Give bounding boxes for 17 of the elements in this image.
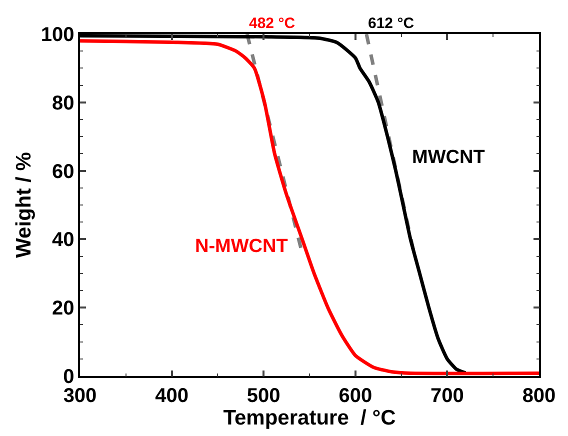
y-tick-label: 100 bbox=[40, 24, 74, 46]
x-tick-label: 400 bbox=[155, 384, 188, 407]
y-tick-label: 40 bbox=[52, 229, 74, 252]
y-tick-label: 60 bbox=[52, 160, 74, 183]
y-axis-title: Weight / % bbox=[12, 152, 36, 258]
annotation: 612 °C bbox=[368, 15, 414, 32]
x-tick-label: 500 bbox=[246, 384, 280, 407]
series-label: N-MWCNT bbox=[195, 236, 288, 257]
line-series bbox=[80, 39, 539, 376]
y-tick-label: 20 bbox=[52, 298, 74, 320]
annotation: 482 °C bbox=[249, 15, 296, 32]
x-tick-label: 600 bbox=[338, 384, 372, 407]
y-tick-label: 80 bbox=[52, 92, 74, 114]
x-tick-label: 800 bbox=[522, 384, 556, 407]
x-axis-title: Temperature / °C bbox=[223, 406, 396, 430]
series-label: MWCNT bbox=[412, 147, 486, 168]
x-tick-label: 700 bbox=[430, 384, 464, 407]
